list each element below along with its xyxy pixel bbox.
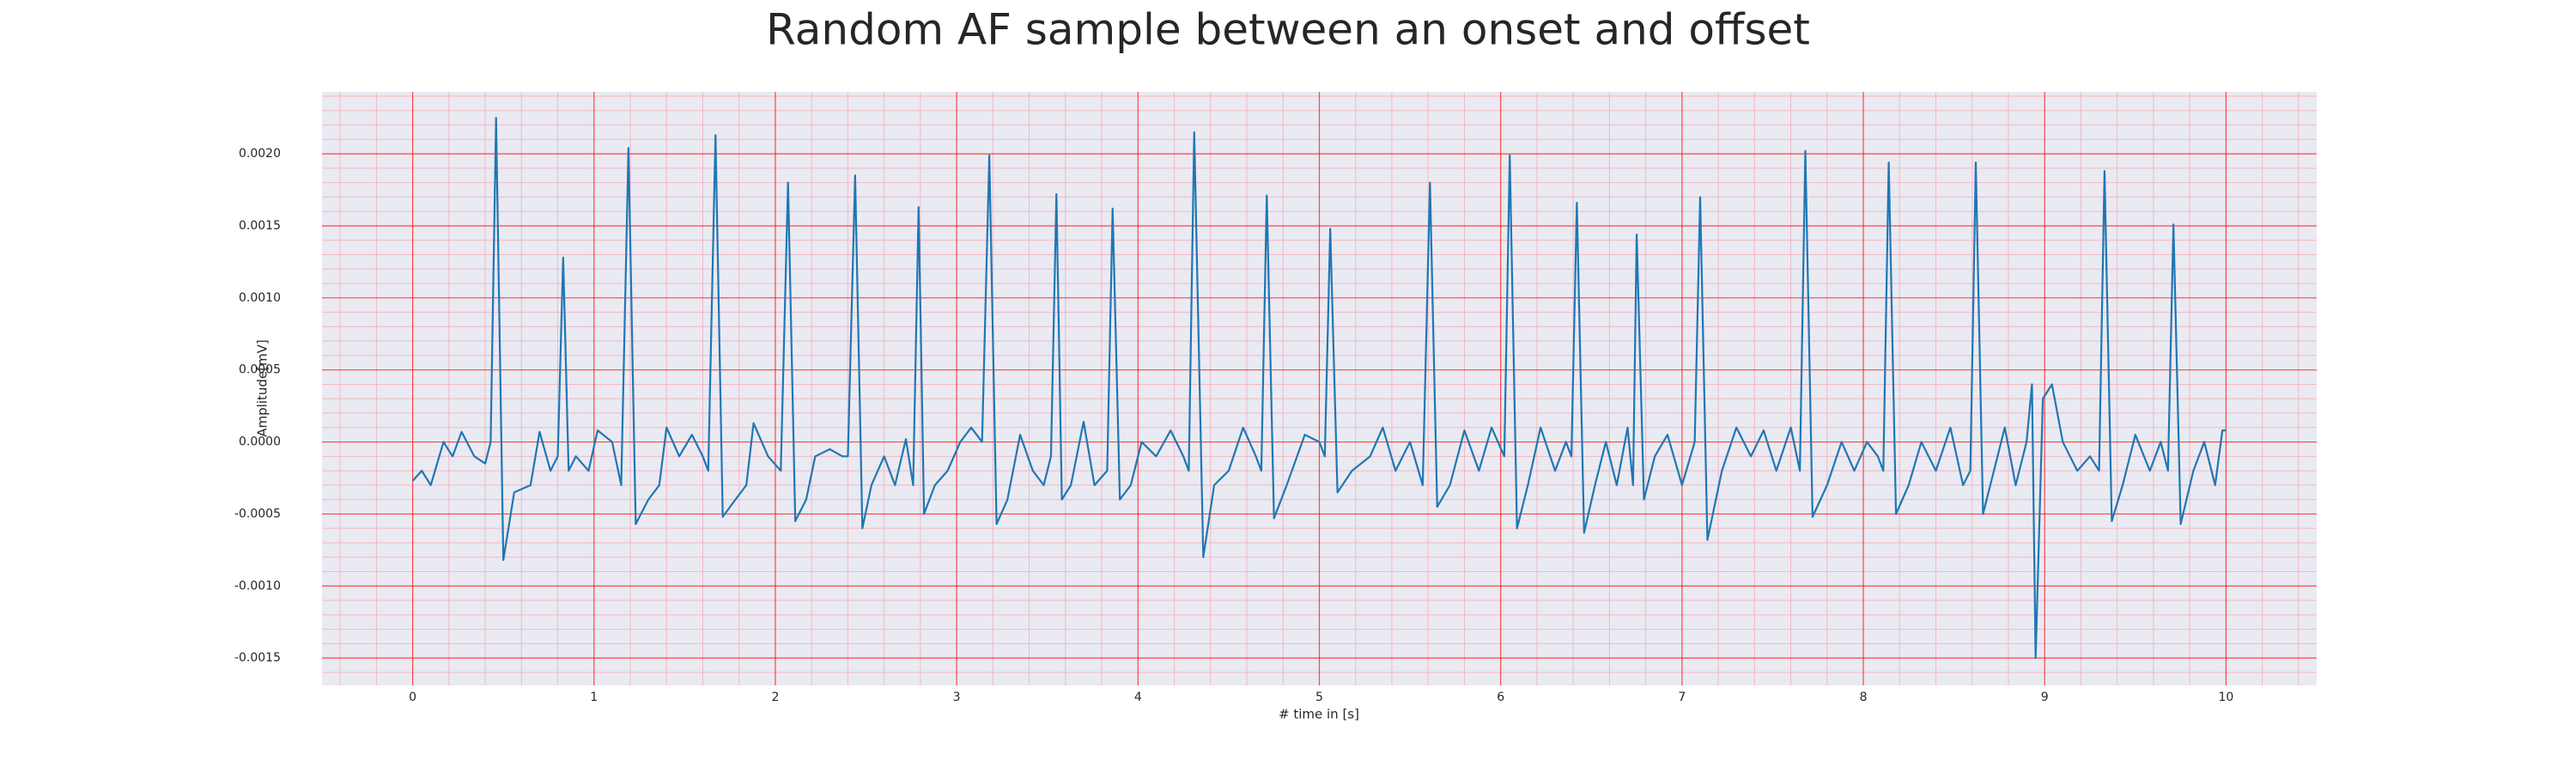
x-tick-label: 1	[590, 691, 598, 704]
x-tick-label: 3	[953, 691, 961, 704]
y-tick-label: -0.0005	[234, 507, 281, 520]
x-tick-label: 5	[1315, 691, 1323, 704]
data-line	[411, 117, 2227, 660]
y-tick-label: -0.0010	[234, 579, 281, 593]
y-axis-label: Amplitude[mV]	[255, 339, 270, 436]
x-tick-label: 7	[1678, 691, 1686, 704]
grid	[322, 92, 2317, 685]
x-tick-label: 4	[1134, 691, 1142, 704]
x-tick-label: 9	[2041, 691, 2049, 704]
chart-title: Random AF sample between an onset and of…	[766, 5, 1810, 55]
x-tick-label: 0	[409, 691, 416, 704]
y-tick-label: 0.0000	[239, 435, 281, 449]
x-tick-label: 10	[2218, 691, 2233, 704]
y-tick-label: 0.0010	[239, 291, 281, 305]
y-tick-label: 0.0015	[239, 219, 281, 233]
x-axis-label: # time in [s]	[1279, 707, 1359, 722]
y-tick-label: -0.0015	[234, 651, 281, 665]
x-tick-label: 2	[771, 691, 779, 704]
x-tick-label: 6	[1497, 691, 1504, 704]
y-tick-label: 0.0005	[239, 363, 281, 377]
y-tick-label: 0.0020	[239, 147, 281, 161]
x-tick-label: 8	[1860, 691, 1868, 704]
